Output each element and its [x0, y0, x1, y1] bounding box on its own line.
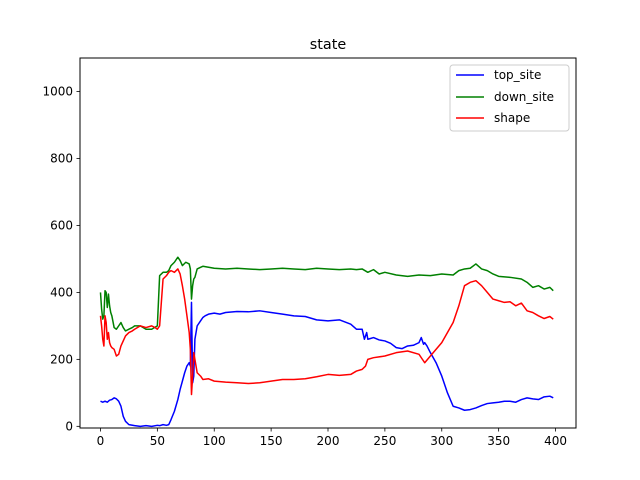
x-tick-label: 250: [373, 434, 396, 448]
legend-label-top-site: top_site: [494, 68, 541, 82]
y-tick-label: 200: [50, 352, 73, 366]
y-axis: 0 200 400 600 800 1000: [42, 84, 80, 433]
y-tick-label: 1000: [42, 84, 73, 98]
x-tick-label: 50: [150, 434, 165, 448]
x-tick-label: 100: [203, 434, 226, 448]
legend-label-shape: shape: [494, 111, 530, 125]
x-tick-label: 0: [97, 434, 105, 448]
x-tick-label: 150: [260, 434, 283, 448]
x-tick-label: 300: [430, 434, 453, 448]
legend: top_site down_site shape: [449, 64, 570, 132]
y-tick-label: 600: [50, 218, 73, 232]
x-tick-label: 400: [544, 434, 567, 448]
x-axis: 0 50 100 150 200 250 300 350 400: [97, 428, 567, 448]
series-line-down-site: [99, 256, 554, 332]
legend-box: [449, 64, 570, 132]
y-tick-label: 400: [50, 285, 73, 299]
x-tick-label: 350: [487, 434, 510, 448]
series-line-shape: [99, 268, 554, 396]
series-layer: [99, 256, 554, 428]
x-tick-label: 200: [317, 434, 340, 448]
y-tick-label: 0: [65, 419, 73, 433]
y-tick-label: 800: [50, 151, 73, 165]
series-line-top-site: [100, 301, 554, 428]
legend-label-down-site: down_site: [494, 90, 554, 104]
chart-title: state: [310, 37, 347, 53]
